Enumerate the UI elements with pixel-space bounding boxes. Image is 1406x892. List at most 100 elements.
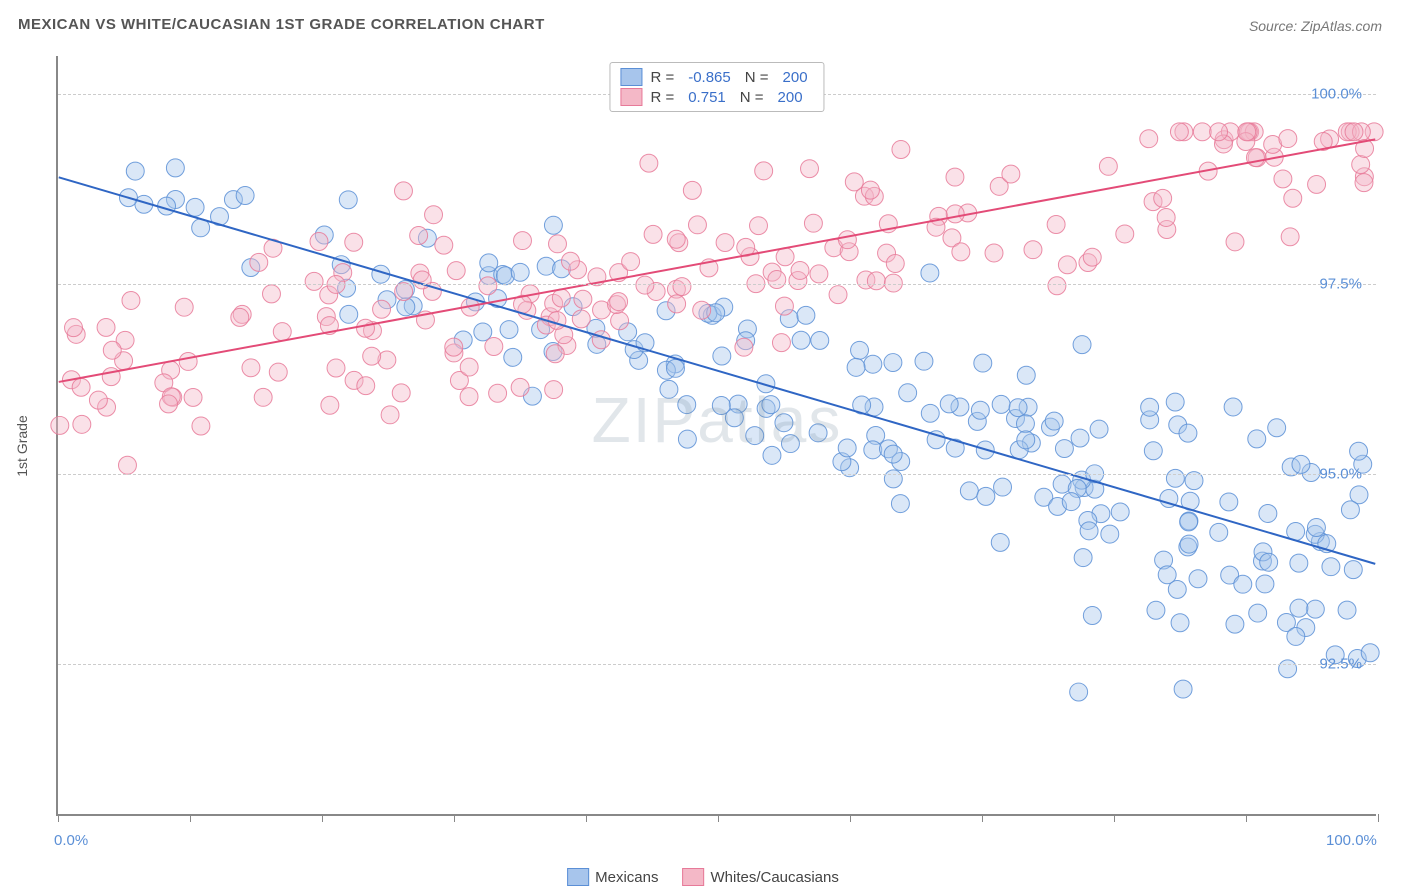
data-point (1290, 554, 1308, 572)
data-point (921, 404, 939, 422)
data-point (1180, 535, 1198, 553)
data-point (373, 300, 391, 318)
data-point (1080, 522, 1098, 540)
data-point (474, 323, 492, 341)
data-point (1234, 575, 1252, 593)
data-point (1101, 525, 1119, 543)
data-point (884, 354, 902, 372)
data-point (1307, 519, 1325, 537)
data-point (884, 470, 902, 488)
data-point (891, 495, 909, 513)
data-point (1180, 513, 1198, 531)
x-tick (586, 814, 587, 822)
data-point (160, 395, 178, 413)
data-point (363, 347, 381, 365)
data-point (683, 181, 701, 199)
data-point (1308, 175, 1326, 193)
y-axis-label: 1st Grade (14, 415, 30, 476)
data-point (1055, 440, 1073, 458)
data-point (72, 378, 90, 396)
n-label: N = (740, 89, 764, 106)
data-point (1279, 130, 1297, 148)
gridline (58, 474, 1376, 475)
data-point (946, 205, 964, 223)
x-min-label: 0.0% (54, 832, 88, 849)
data-point (1144, 442, 1162, 460)
r-label: R = (650, 69, 674, 86)
data-point (435, 236, 453, 254)
data-point (974, 354, 992, 372)
data-point (1224, 398, 1242, 416)
data-point (921, 264, 939, 282)
data-point (693, 301, 711, 319)
data-point (175, 298, 193, 316)
data-point (610, 293, 628, 311)
data-point (811, 331, 829, 349)
data-point (1220, 493, 1238, 511)
data-point (688, 216, 706, 234)
data-point (1141, 398, 1159, 416)
data-point (1350, 442, 1368, 460)
data-point (838, 231, 856, 249)
data-point (946, 168, 964, 186)
data-point (381, 406, 399, 424)
data-point (644, 225, 662, 243)
data-point (250, 253, 268, 271)
data-point (762, 396, 780, 414)
data-point (410, 227, 428, 245)
legend-swatch-bottom-1 (682, 868, 704, 886)
data-point (548, 311, 566, 329)
data-point (1189, 570, 1207, 588)
data-point (971, 401, 989, 419)
data-point (1045, 412, 1063, 430)
data-point (51, 416, 69, 434)
data-point (122, 291, 140, 309)
data-point (952, 243, 970, 261)
x-tick (454, 814, 455, 822)
r-value-1: 0.751 (682, 89, 732, 106)
data-point (667, 230, 685, 248)
data-point (511, 378, 529, 396)
data-point (273, 323, 291, 341)
data-point (552, 289, 570, 307)
data-point (1268, 419, 1286, 437)
data-point (103, 341, 121, 359)
gridline (58, 284, 1376, 285)
data-point (1174, 680, 1192, 698)
data-point (321, 396, 339, 414)
data-point (572, 310, 590, 328)
data-point (184, 388, 202, 406)
data-point (1083, 248, 1101, 266)
data-point (1140, 130, 1158, 148)
data-point (884, 445, 902, 463)
data-point (504, 348, 522, 366)
data-point (65, 319, 83, 337)
legend-item-1: Whites/Caucasians (682, 868, 838, 886)
data-point (1352, 156, 1370, 174)
data-point (479, 277, 497, 295)
data-point (1073, 336, 1091, 354)
data-point (242, 359, 260, 377)
data-point (864, 355, 882, 373)
data-point (1070, 683, 1088, 701)
data-point (791, 261, 809, 279)
data-point (1355, 174, 1373, 192)
data-point (838, 439, 856, 457)
n-value-1: 200 (772, 89, 809, 106)
data-point (755, 162, 773, 180)
data-point (763, 446, 781, 464)
data-point (1248, 430, 1266, 448)
data-point (1083, 607, 1101, 625)
correlation-legend: R = -0.865 N = 200 R = 0.751 N = 200 (609, 62, 824, 112)
legend-swatch-bottom-0 (567, 868, 589, 886)
data-point (861, 181, 879, 199)
y-tick-label: 92.5% (1319, 656, 1362, 673)
legend-swatch-0 (620, 68, 642, 86)
data-point (339, 191, 357, 209)
data-point (1292, 455, 1310, 473)
data-point (89, 391, 107, 409)
data-point (1306, 600, 1324, 618)
data-point (809, 424, 827, 442)
data-point (126, 162, 144, 180)
x-max-label: 100.0% (1326, 832, 1377, 849)
